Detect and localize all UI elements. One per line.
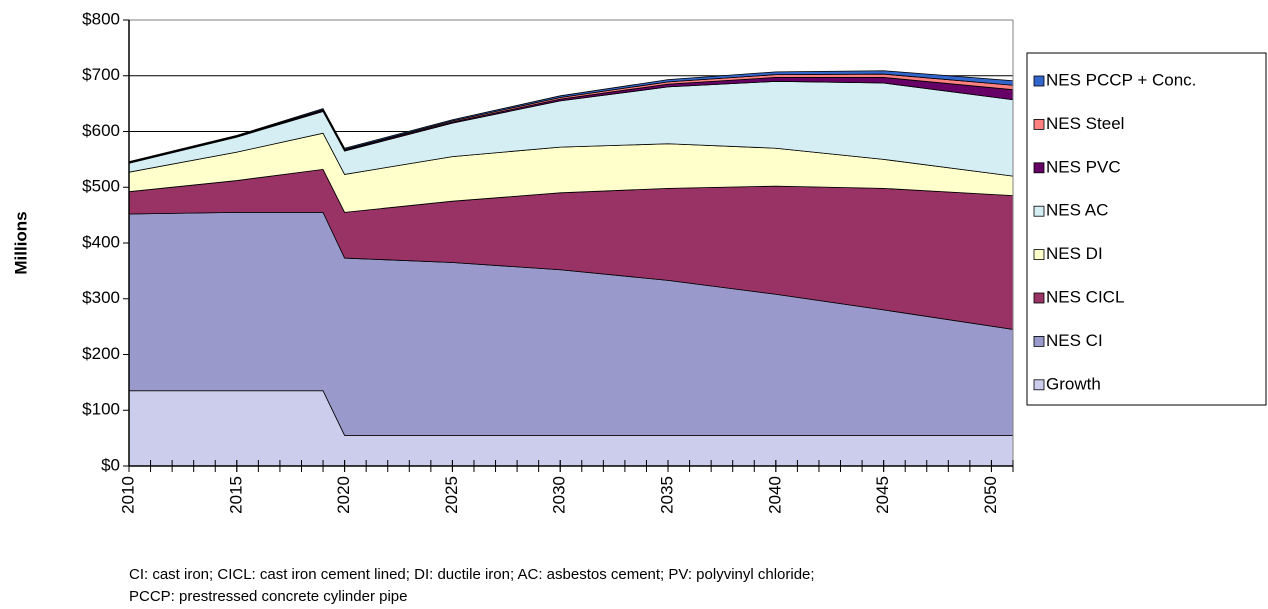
legend-swatch [1033, 249, 1045, 261]
y-tick-label: $200 [82, 344, 120, 363]
x-tick-label: 2030 [550, 476, 569, 514]
legend-label: NES CI [1046, 331, 1103, 350]
x-tick-label: 2020 [334, 476, 353, 514]
legend-swatch [1033, 75, 1045, 87]
legend-swatch [1033, 205, 1045, 217]
x-tick-label: 2010 [118, 476, 137, 514]
legend-label: NES PVC [1046, 157, 1121, 176]
x-tick-label: 2015 [226, 476, 245, 514]
x-tick-label: 2050 [981, 476, 1000, 514]
y-tick-label: $500 [82, 177, 120, 196]
legend-swatch [1033, 119, 1045, 130]
x-tick-label: 2035 [658, 476, 677, 514]
legend-box [1026, 52, 1267, 406]
legend-label: NES AC [1046, 201, 1108, 220]
legend-label: NES CICL [1046, 287, 1124, 306]
x-tick-label: 2040 [765, 476, 784, 514]
footnote: PCCP: prestressed concrete cylinder pipe [129, 588, 407, 605]
legend-label: Growth [1046, 374, 1101, 393]
y-tick-label: $300 [82, 288, 120, 307]
y-tick-label: $700 [82, 65, 120, 84]
y-tick-label: $0 [101, 455, 120, 474]
legend-swatch [1033, 335, 1045, 347]
footnote: CI: cast iron; CICL: cast iron cement li… [129, 566, 815, 583]
y-tick-label: $600 [82, 121, 120, 140]
y-tick-label: $800 [82, 9, 120, 28]
legend-label: NES DI [1046, 244, 1103, 263]
legend-swatch [1033, 162, 1045, 174]
legend-label: NES Steel [1046, 114, 1124, 133]
legend-swatch [1033, 379, 1045, 391]
y-axis-title: Millions [11, 211, 30, 274]
y-tick-label: $100 [82, 400, 120, 419]
y-tick-label: $400 [82, 232, 120, 251]
legend-label: NES PCCP + Conc. [1046, 70, 1196, 89]
legend-swatch [1033, 292, 1045, 304]
x-tick-label: 2025 [442, 476, 461, 514]
x-tick-label: 2045 [873, 476, 892, 514]
